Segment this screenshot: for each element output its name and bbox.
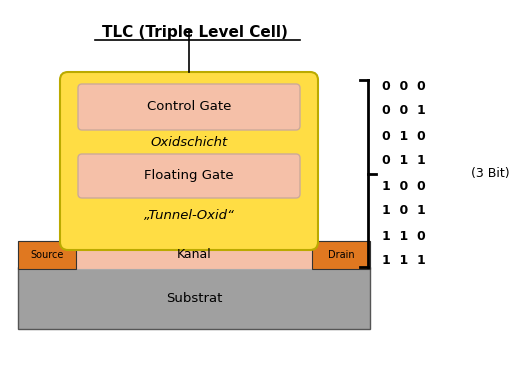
Text: 0  0  0: 0 0 0 <box>382 79 426 92</box>
Text: Source: Source <box>30 250 63 260</box>
Text: „Tunnel-Oxid“: „Tunnel-Oxid“ <box>143 209 234 221</box>
Text: 1  0  0: 1 0 0 <box>382 180 426 192</box>
Text: 1  1  1: 1 1 1 <box>382 255 426 267</box>
FancyBboxPatch shape <box>18 241 370 269</box>
FancyBboxPatch shape <box>18 241 76 269</box>
Text: 1  0  1: 1 0 1 <box>382 204 426 217</box>
FancyBboxPatch shape <box>78 84 300 130</box>
FancyBboxPatch shape <box>60 72 318 250</box>
Text: 0  0  1: 0 0 1 <box>382 104 426 118</box>
Text: (3 Bit): (3 Bit) <box>471 167 509 180</box>
Text: Substrat: Substrat <box>166 291 222 305</box>
Text: 1  1  0: 1 1 0 <box>382 229 426 243</box>
FancyBboxPatch shape <box>78 154 300 198</box>
Text: Oxidschicht: Oxidschicht <box>150 137 228 149</box>
Text: 0  1  1: 0 1 1 <box>382 154 426 168</box>
Text: Drain: Drain <box>328 250 354 260</box>
Text: Control Gate: Control Gate <box>147 101 231 113</box>
Text: Floating Gate: Floating Gate <box>144 170 234 183</box>
Text: Kanal: Kanal <box>176 248 212 262</box>
Text: TLC (Triple Level Cell): TLC (Triple Level Cell) <box>102 24 288 39</box>
Text: 0  1  0: 0 1 0 <box>382 130 426 142</box>
FancyBboxPatch shape <box>312 241 370 269</box>
FancyBboxPatch shape <box>18 267 370 329</box>
